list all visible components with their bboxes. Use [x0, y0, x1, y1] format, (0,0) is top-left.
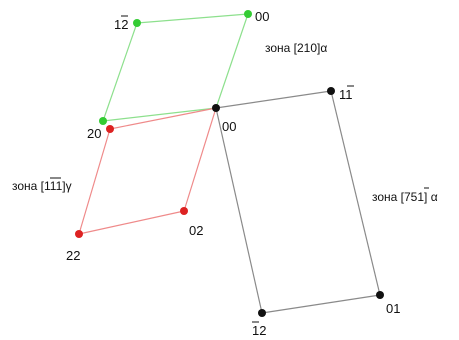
label-green-12: 12	[114, 17, 128, 32]
black-zone-outline	[215, 90, 381, 314]
black-point-12	[258, 309, 266, 317]
red-edge-left	[78, 128, 111, 235]
zone-label-green: зона [210]α	[265, 41, 327, 55]
label-black-12: 12	[252, 323, 266, 338]
red-edge-top	[109, 107, 217, 130]
zone-label-red: зона [111]γ	[12, 179, 72, 193]
label-black-01: 01	[386, 301, 400, 316]
red-edge-bottom	[78, 210, 185, 235]
black-edge-left	[215, 107, 263, 314]
label-green-20: 20	[87, 126, 101, 141]
black-edge-bottom	[261, 294, 381, 314]
label-red-22: 22	[66, 248, 80, 263]
red-point-near-20	[106, 125, 114, 133]
green-edge-top	[136, 13, 249, 24]
red-edge-right	[183, 107, 217, 212]
label-black-11: 11	[339, 87, 353, 102]
green-edge-bottom	[102, 107, 217, 122]
label-center-00: 00	[222, 119, 236, 134]
label-red-02: 02	[189, 223, 203, 238]
red-zone-outline	[78, 107, 217, 235]
green-point-00	[244, 10, 252, 18]
green-edge-right	[215, 13, 249, 109]
red-point-02	[180, 207, 188, 215]
black-edge-top	[215, 90, 332, 109]
zone-label-black: зона [751] α	[372, 190, 438, 204]
black-point-01	[376, 291, 384, 299]
label-green-00: 00	[255, 9, 269, 24]
center-point-00	[212, 104, 220, 112]
black-point-11	[327, 87, 335, 95]
green-point-12	[133, 19, 141, 27]
green-zone-outline	[102, 13, 249, 122]
green-edge-left	[102, 22, 138, 122]
green-point-20	[99, 117, 107, 125]
black-edge-right	[330, 90, 381, 296]
red-point-22	[75, 230, 83, 238]
